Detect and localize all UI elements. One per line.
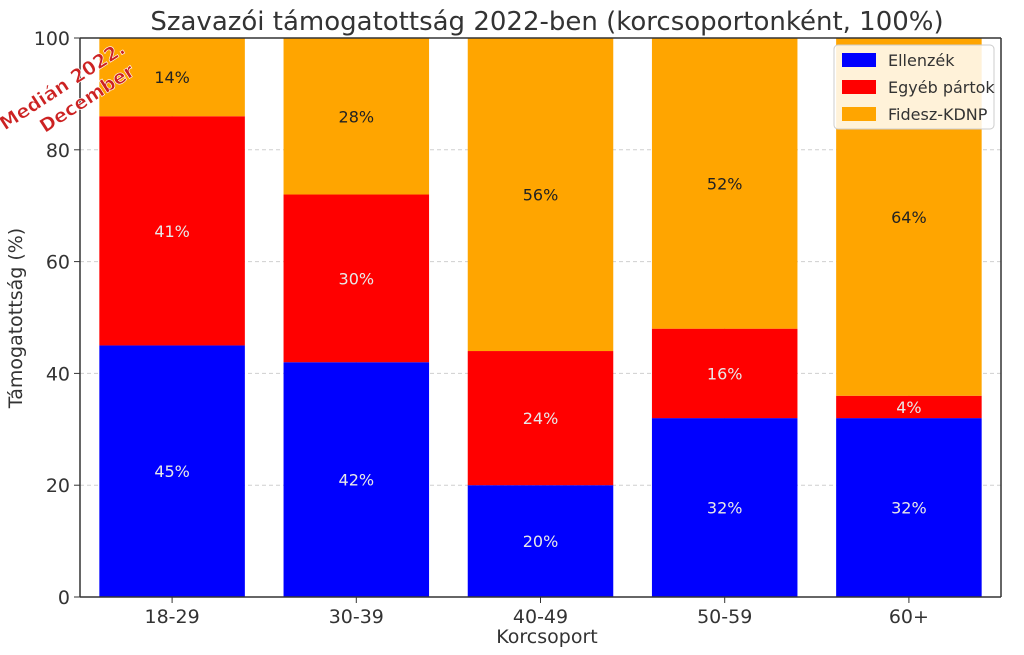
x-tick-label: 30-39: [329, 606, 384, 628]
bar-value-label: 64%: [891, 208, 927, 227]
bar-value-label: 4%: [896, 398, 921, 417]
legend-swatch: [842, 107, 876, 121]
bar-value-label: 42%: [339, 471, 375, 490]
bar-segment: [283, 194, 430, 363]
bar-segment: [651, 328, 798, 419]
bar-segment: [836, 395, 982, 419]
y-tick-label: 20: [46, 475, 70, 497]
y-tick-label: 80: [46, 140, 70, 162]
bar-segment: [283, 362, 430, 597]
bar-value-label: 14%: [154, 68, 190, 87]
bar-value-label: 32%: [891, 499, 927, 518]
bar-value-label: 30%: [339, 269, 375, 288]
bars: [99, 38, 982, 597]
bar-segment: [651, 418, 798, 597]
bar-value-label: 20%: [523, 532, 559, 551]
bar-segment: [99, 345, 245, 597]
legend-label: Egyéb pártok: [888, 78, 995, 97]
bar-segment: [651, 38, 798, 329]
bar-value-label: 32%: [707, 499, 743, 518]
legend-label: Ellenzék: [888, 51, 955, 70]
bar-labels: 45% 42% 20% 32% 32% 41% 30% 24% 16% 4% 14% 28% 56% 52…: [154, 68, 926, 551]
bar-value-label: 16%: [707, 364, 743, 383]
bar-segment: [467, 485, 614, 597]
bar-segment: [99, 116, 245, 346]
legend-label: Fidesz-KDNP: [888, 105, 988, 124]
bar-segment: [99, 38, 245, 117]
bar-value-label: 45%: [154, 462, 190, 481]
y-tick-label: 0: [58, 587, 70, 609]
chart-title: Szavazói támogatottság 2022-ben (korcsop…: [150, 7, 943, 37]
bar-segment: [283, 38, 430, 195]
bar-segment: [467, 38, 614, 352]
x-tick-label: 40-49: [513, 606, 568, 628]
legend: Ellenzék Egyéb pártok Fidesz-KDNP: [833, 44, 995, 130]
x-tick-label: 18-29: [144, 606, 199, 628]
x-tick-label: 60+: [889, 606, 929, 628]
y-tick-label: 60: [46, 252, 70, 274]
y-tick-label: 100: [34, 28, 70, 50]
x-ticks: 18-29 30-39 40-49 50-59 60+: [144, 597, 929, 628]
bar-segment: [467, 351, 614, 486]
x-axis-label: Korcsoport: [496, 626, 597, 648]
y-axis-label: Támogatottság (%): [5, 228, 27, 409]
bar-segment: [836, 418, 982, 597]
bar-value-label: 56%: [523, 186, 559, 205]
bar-value-label: 24%: [523, 409, 559, 428]
bar-value-label: 28%: [339, 107, 375, 126]
y-ticks: 0 20 40 60 80 100: [34, 28, 80, 609]
bar-value-label: 41%: [154, 222, 190, 241]
x-tick-label: 50-59: [697, 606, 752, 628]
y-tick-label: 40: [46, 363, 70, 385]
legend-swatch: [842, 80, 876, 94]
legend-swatch: [842, 53, 876, 67]
bar-value-label: 52%: [707, 174, 743, 193]
